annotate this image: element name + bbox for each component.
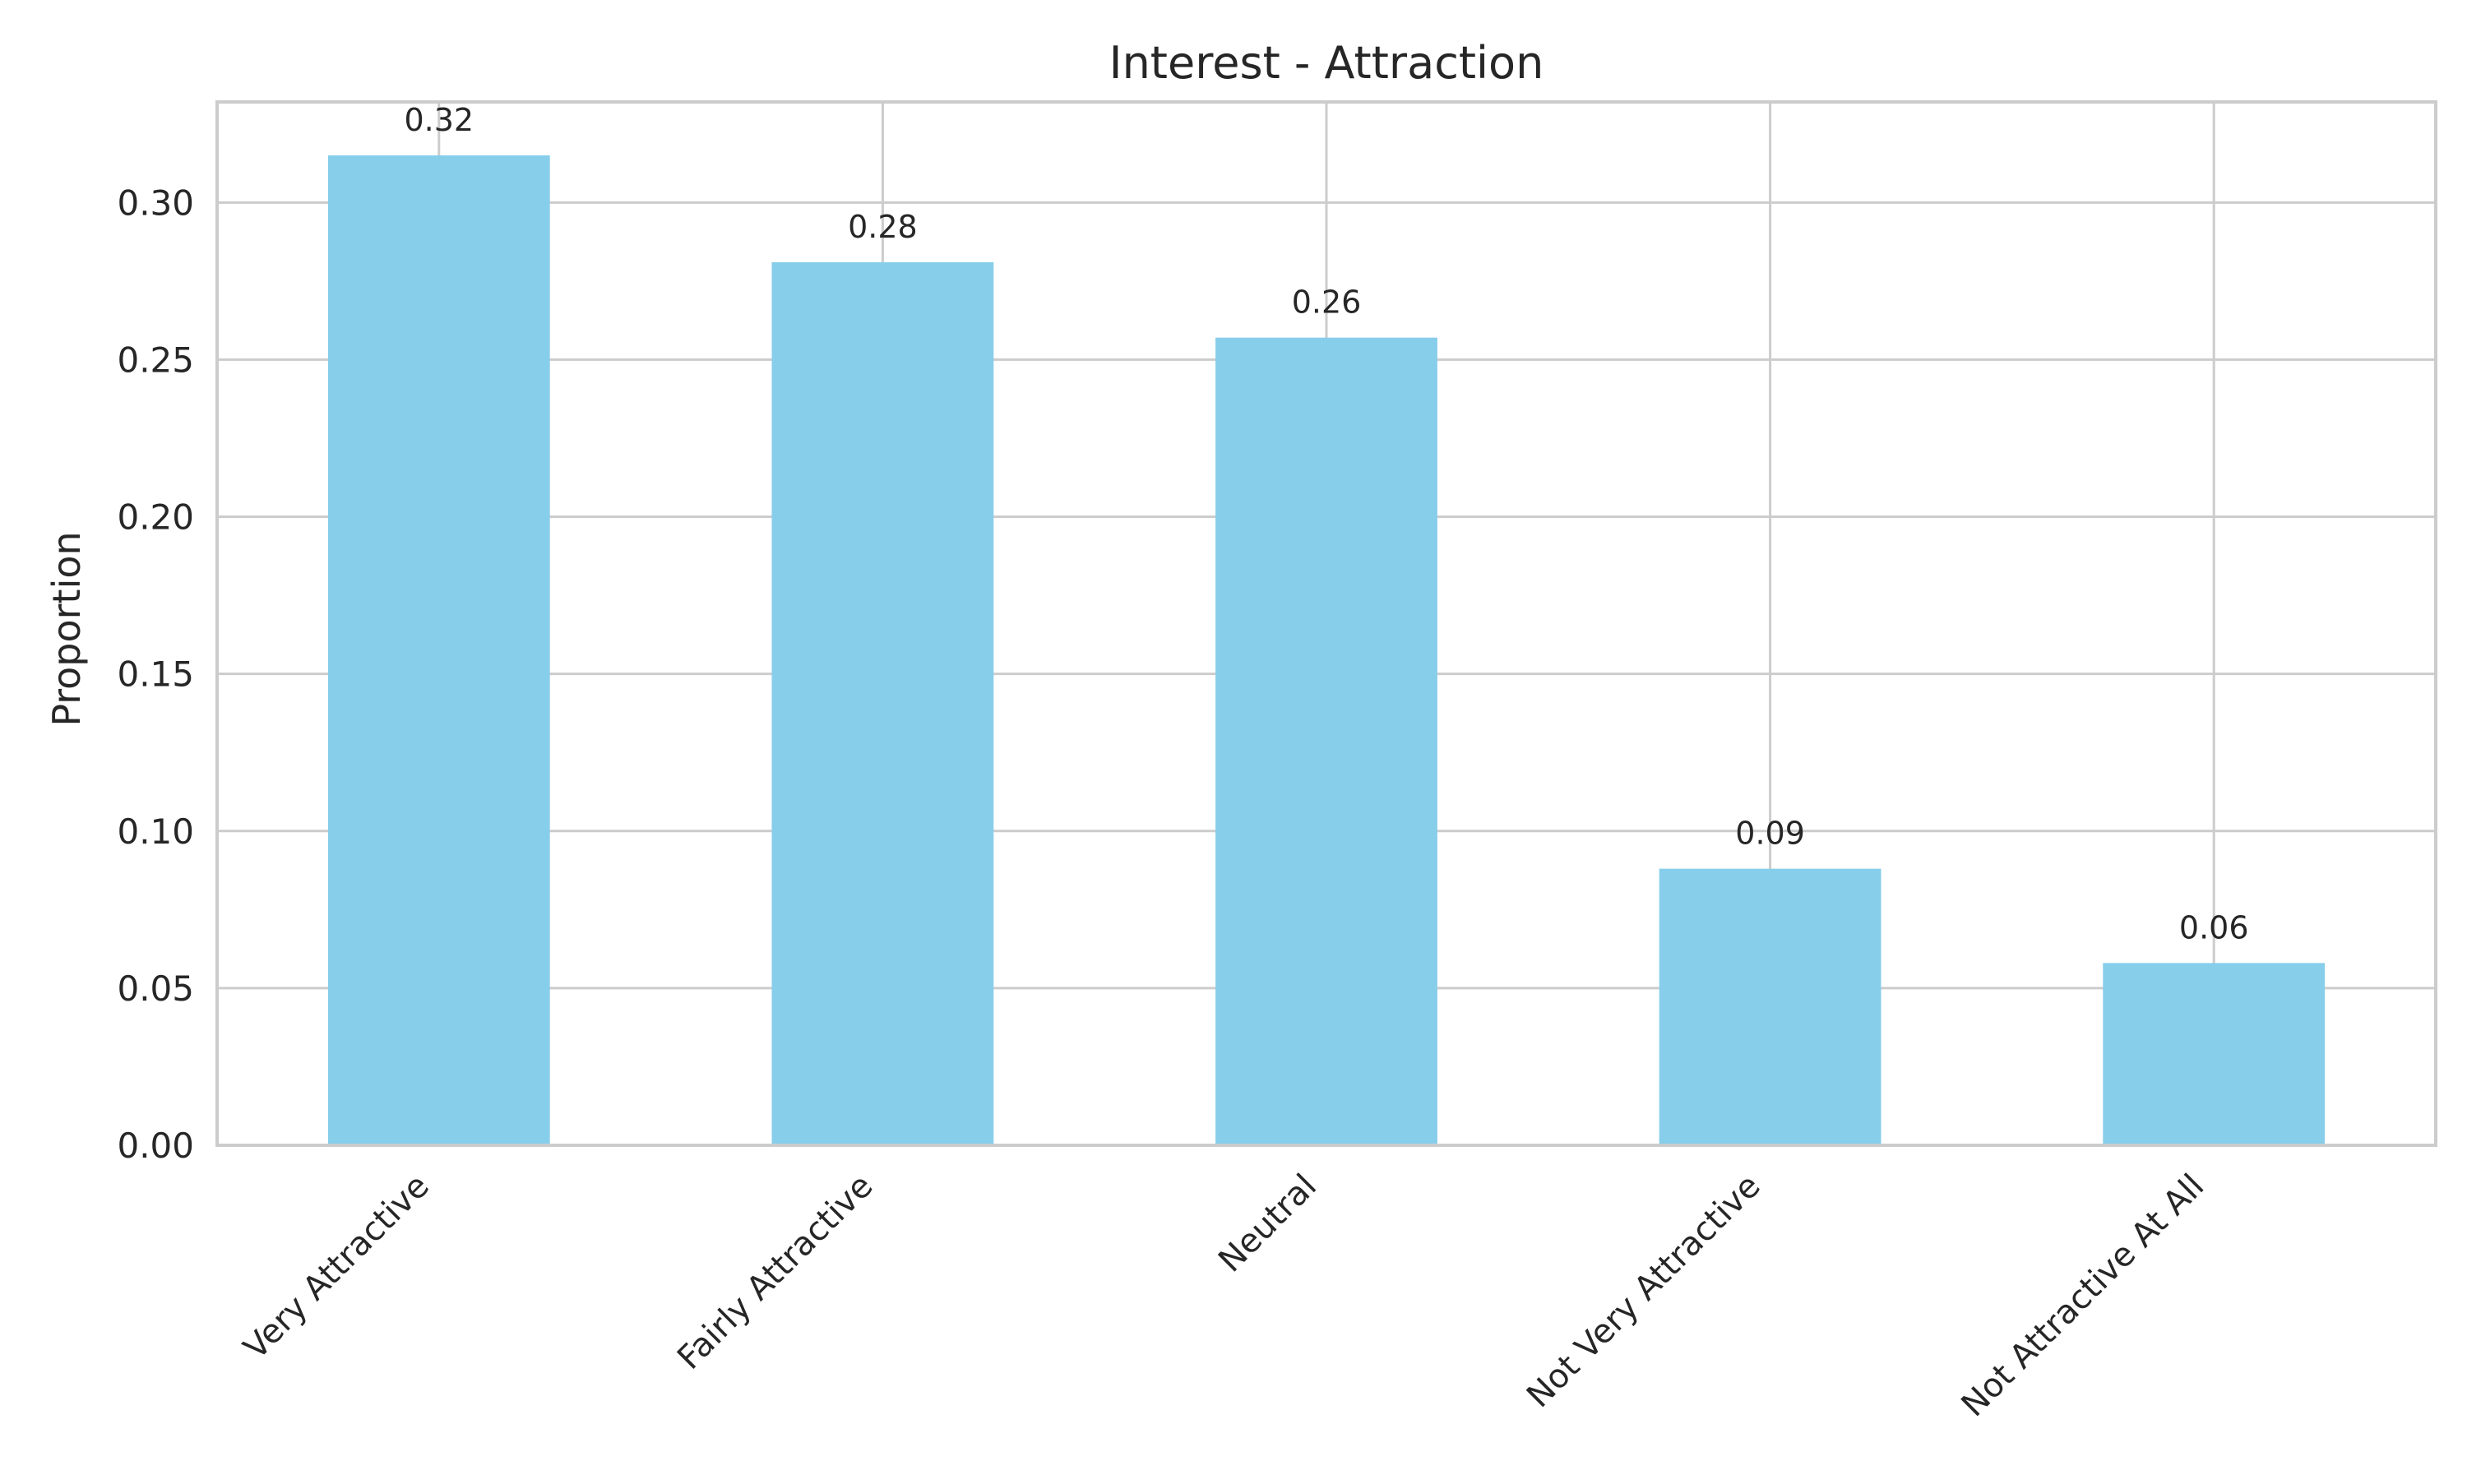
y-tick-label: 0.20 — [117, 497, 194, 538]
y-tick-label: 0.05 — [117, 969, 194, 1009]
bar-value-label: 0.09 — [1735, 816, 1805, 852]
bar-value-label: 0.06 — [2179, 909, 2249, 945]
bar — [771, 261, 994, 1145]
x-tick-label: Neutral — [1211, 1167, 1324, 1280]
y-tick-label: 0.25 — [117, 340, 194, 380]
bar — [1215, 337, 1437, 1145]
y-tick-label: 0.15 — [117, 654, 194, 695]
plot-frame — [215, 100, 2437, 1147]
y-tick-label: 0.10 — [117, 811, 194, 852]
y-axis-label: Proportion — [44, 531, 89, 726]
bars — [327, 155, 2326, 1146]
x-tick-label: Not Very Attractive — [1520, 1167, 1768, 1416]
bar-value-label: 0.32 — [404, 102, 474, 138]
bar — [327, 155, 550, 1146]
bar — [2103, 963, 2326, 1145]
x-tick-label: Not Attractive At All — [1955, 1167, 2212, 1425]
bar-value-label: 0.28 — [848, 209, 918, 245]
y-tick-label: 0.00 — [117, 1126, 194, 1166]
y-tick-label: 0.30 — [117, 183, 194, 223]
x-tick-label: Very Attractive — [237, 1167, 437, 1367]
chart-title: Interest - Attraction — [1109, 37, 1544, 89]
bar-value-label: 0.26 — [1292, 284, 1362, 321]
x-tick-label: Fairly Attractive — [670, 1167, 880, 1377]
bar — [1659, 868, 1881, 1145]
